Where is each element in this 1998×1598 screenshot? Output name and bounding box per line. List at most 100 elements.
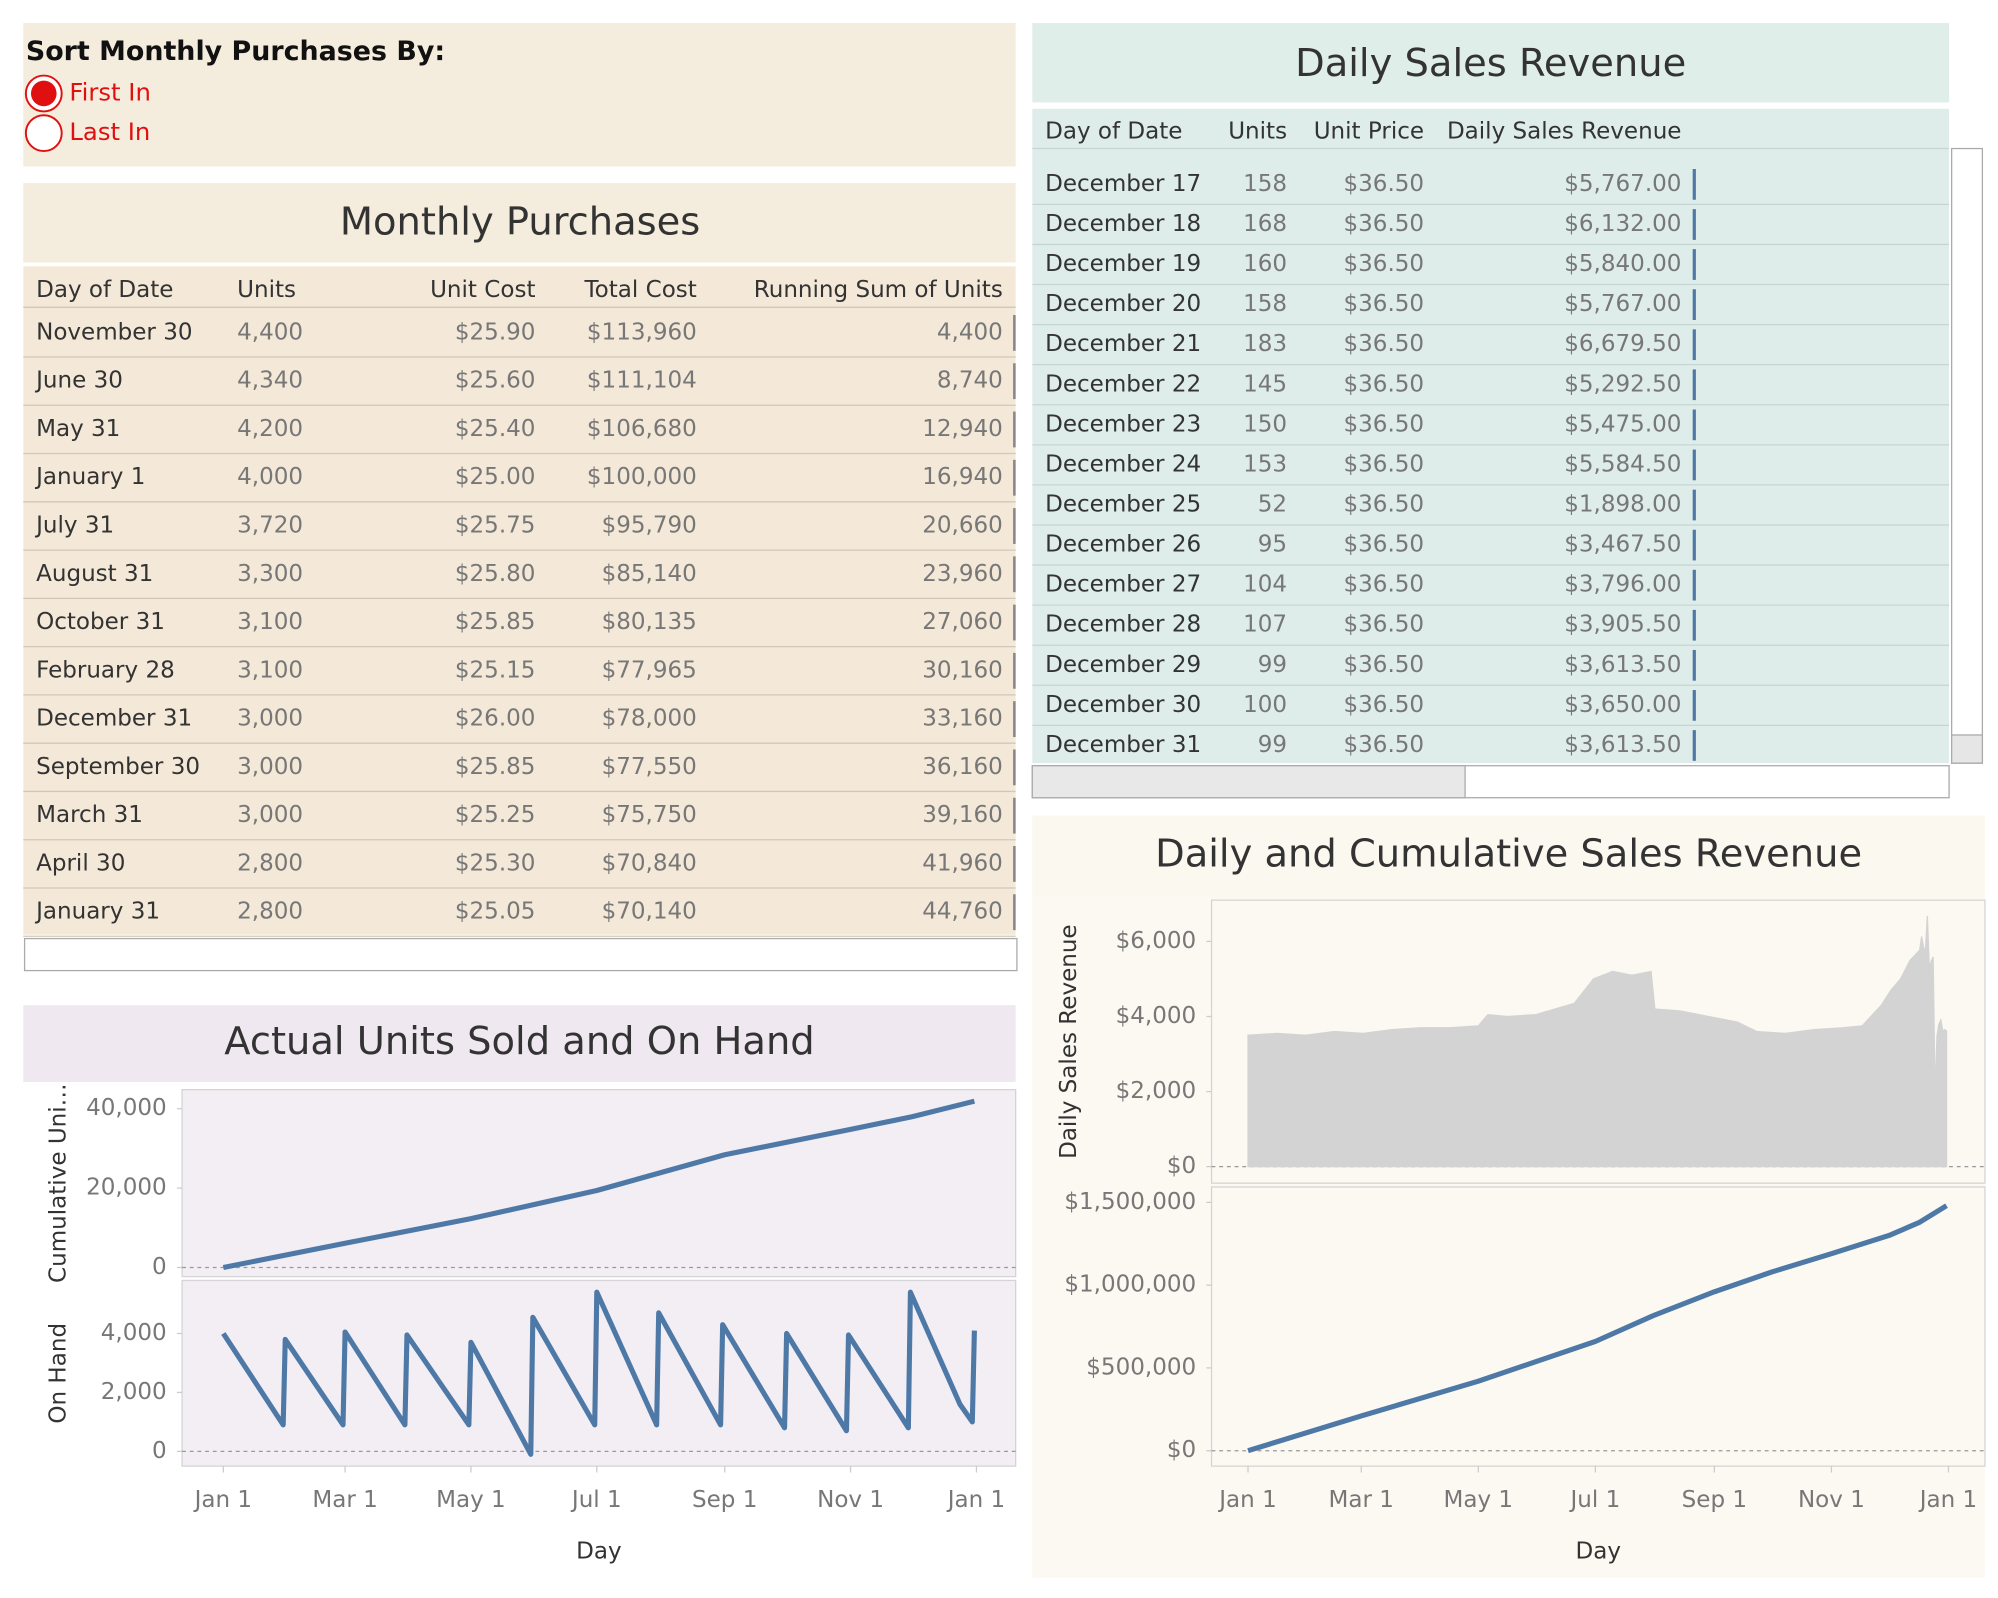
table-cell: December 28 [1045,612,1201,638]
table-cell: 4,400 [937,319,1003,345]
table-cell: 3,000 [237,706,303,732]
table-cell: $75,750 [602,802,697,828]
table-cell: $36.50 [1344,411,1425,437]
table-cell: 160 [1243,251,1287,277]
y-tick-label: $0 [1167,1437,1196,1463]
table-cell: 2,800 [237,850,303,876]
table-cell: $3,613.50 [1564,652,1681,678]
table-cell: 30,160 [922,657,1003,683]
table-header-panel [1032,23,1950,103]
y-tick-label: $500,000 [1086,1354,1196,1380]
line [222,1098,976,1270]
control-panel [23,23,1016,167]
table-cell: 23,960 [922,561,1003,587]
table-cell: 44,760 [922,899,1003,925]
horizontal-scrollbar[interactable] [23,937,1018,972]
table-cell: $36.50 [1344,652,1425,678]
table-cell: $70,840 [602,850,697,876]
table-cell: $3,650.00 [1564,692,1681,718]
table-cell: 104 [1243,572,1287,598]
table-cell: $25.80 [455,561,536,587]
table-cell: $25.60 [455,368,536,394]
y-axis-label: Cumulative Uni… [46,1083,72,1283]
table-cell: May 31 [36,416,120,442]
x-tick-label: Jul 1 [570,1487,622,1513]
scrollbar-thumb[interactable] [1031,765,1466,799]
table-cell: $36.50 [1344,171,1425,197]
table-cell: 52 [1258,492,1287,518]
table-cell: November 30 [36,319,192,345]
table-cell: $36.50 [1344,331,1425,357]
table-cell: 3,720 [237,513,303,539]
y-tick-label: 20,000 [86,1175,167,1201]
table-cell: $95,790 [602,513,697,539]
y-tick-label: 4,000 [101,1320,167,1346]
table-cell: February 28 [36,657,175,683]
table-cell: 107 [1243,612,1287,638]
radio-label[interactable]: First In [69,77,150,106]
table-cell: $25.25 [455,802,536,828]
table-cell: $36.50 [1344,291,1425,317]
y-tick-label: 2,000 [101,1379,167,1405]
table-body [23,266,1016,935]
table-cell: $25.05 [455,899,536,925]
table-cell: 158 [1243,291,1287,317]
column-header: Daily Sales Revenue [1447,118,1682,144]
x-tick-label: Mar 1 [1329,1487,1394,1513]
table-cell: 3,300 [237,561,303,587]
table-cell: $36.50 [1344,371,1425,397]
table-cell: 3,000 [237,802,303,828]
table-cell: December 17 [1045,171,1201,197]
x-tick-label: Jan 1 [1217,1487,1276,1513]
table-cell: January 1 [34,464,145,490]
table-cell: 3,100 [237,657,303,683]
chart-title: Actual Units Sold and On Hand [224,1019,814,1064]
chart-title-band [23,1005,1016,1082]
x-tick-label: May 1 [436,1487,506,1513]
table-cell: $3,796.00 [1564,572,1681,598]
column-header: Unit Price [1314,118,1424,144]
table-cell: October 31 [36,609,165,635]
table-cell: $111,104 [587,368,697,394]
table-cell: $100,000 [587,464,697,490]
table-cell: $5,767.00 [1564,171,1681,197]
table-cell: $36.50 [1344,692,1425,718]
table-cell: $5,292.50 [1564,371,1681,397]
table-cell: September 30 [36,754,200,780]
y-tick-label: $1,500,000 [1064,1189,1196,1215]
table-cell: January 31 [34,899,160,925]
radio-button[interactable] [24,114,63,153]
table-cell: $5,584.50 [1564,451,1681,477]
vertical-scrollbar[interactable] [1951,147,1984,764]
table-cell: 4,340 [237,368,303,394]
table-cell: $3,905.50 [1564,612,1681,638]
chart-title-band [1032,815,1985,897]
table-cell: 8,740 [937,368,1003,394]
table-rows: December 17 158 $36.50 $5,767.00 December 18… [1032,169,1950,761]
table-cell: $5,840.00 [1564,251,1681,277]
table-title: Monthly Purchases [340,200,700,245]
table-cell: 153 [1243,451,1287,477]
table-cell: $3,467.50 [1564,532,1681,558]
y-axis-label: On Hand [46,1323,72,1424]
table-cell: 39,160 [922,802,1003,828]
table-cell: 12,940 [922,416,1003,442]
x-tick-label: Nov 1 [817,1487,884,1513]
table-header-panel [23,183,1016,263]
y-tick-label: 0 [152,1254,167,1280]
column-header: Total Cost [584,277,697,303]
table-cell: $5,475.00 [1564,411,1681,437]
control-title: Sort Monthly Purchases By: [26,36,445,67]
table-cell: 99 [1258,732,1287,758]
table-cell: $25.85 [455,754,536,780]
table-cell: $70,140 [602,899,697,925]
x-axis-label: Day [576,1538,621,1564]
table-cell: December 24 [1045,451,1201,477]
radio-label[interactable]: Last In [69,117,150,146]
line [1247,1203,1948,1454]
table-cell: December 19 [1045,251,1201,277]
table-cell: 100 [1243,692,1287,718]
x-tick-label: Jan 1 [946,1487,1005,1513]
y-tick-label: 0 [152,1438,167,1464]
